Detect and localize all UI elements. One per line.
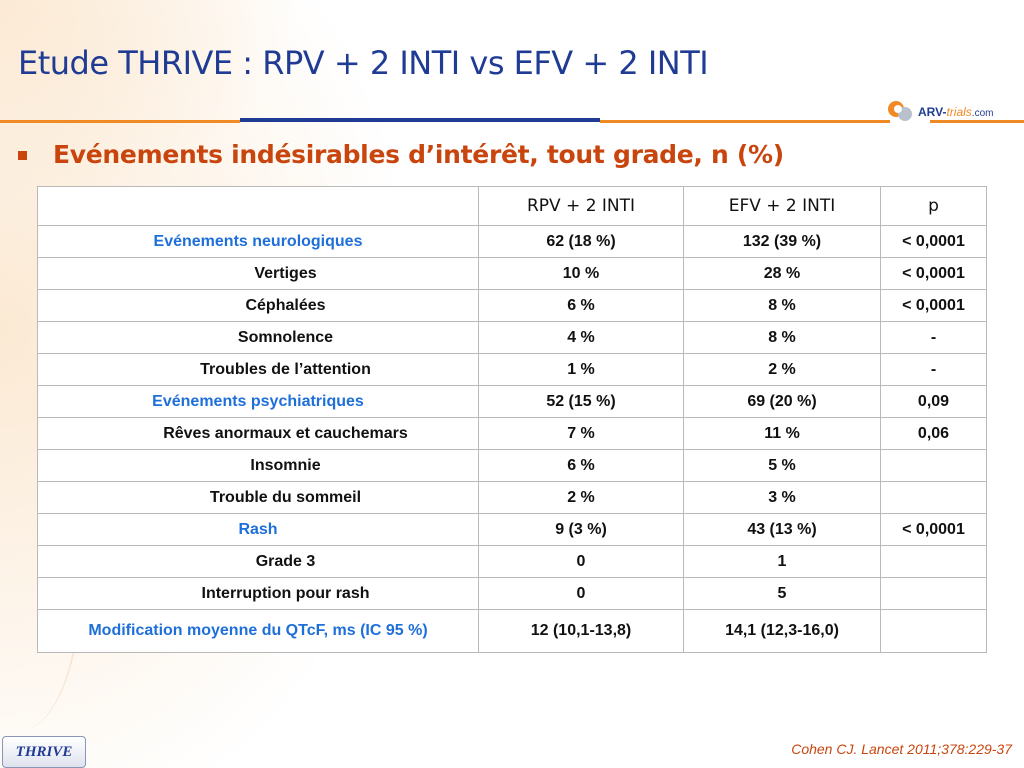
row-label: Rash [37, 513, 479, 546]
title-rule-tail [930, 120, 1024, 123]
logo-text: ARV-trials.com [918, 105, 994, 119]
slide-subtitle: Evénements indésirables d’intérêt, tout … [53, 140, 784, 169]
row-label: Rêves anormaux et cauchemars [37, 417, 479, 450]
table-row: Céphalées 6 % 8 % < 0,0001 [37, 289, 987, 322]
rpv-value: 10 % [478, 257, 684, 290]
rpv-value: 4 % [478, 321, 684, 354]
table-row: Rêves anormaux et cauchemars 7 % 11 % 0,… [37, 417, 987, 450]
title-rule-right [600, 120, 890, 123]
table-row: Trouble du sommeil 2 % 3 % [37, 481, 987, 514]
subtitle-row: Evénements indésirables d’intérêt, tout … [18, 140, 784, 169]
table-row: Modification moyenne du QTcF, ms (IC 95 … [37, 609, 987, 653]
p-value [880, 577, 987, 610]
row-label: Somnolence [37, 321, 479, 354]
p-value [880, 609, 987, 653]
efv-value: 5 [683, 577, 881, 610]
efv-value: 132 (39 %) [683, 225, 881, 258]
efv-value: 3 % [683, 481, 881, 514]
efv-value: 69 (20 %) [683, 385, 881, 418]
row-label: Trouble du sommeil [37, 481, 479, 514]
row-label: Interruption pour rash [37, 577, 479, 610]
rpv-value: 12 (10,1-13,8) [478, 609, 684, 653]
row-label: Evénements neurologiques [37, 225, 479, 258]
rpv-value: 9 (3 %) [478, 513, 684, 546]
efv-value: 1 [683, 545, 881, 578]
rpv-value: 2 % [478, 481, 684, 514]
adverse-events-table: RPV + 2 INTI EFV + 2 INTI p Evénements n… [37, 186, 987, 653]
p-value: < 0,0001 [880, 257, 987, 290]
efv-value: 8 % [683, 321, 881, 354]
table-row: Grade 3 0 1 [37, 545, 987, 578]
rpv-value: 1 % [478, 353, 684, 386]
table-row: Evénements neurologiques 62 (18 %) 132 (… [37, 225, 987, 258]
efv-value: 43 (13 %) [683, 513, 881, 546]
row-label: Insomnie [37, 449, 479, 482]
table-row: Somnolence 4 % 8 % - [37, 321, 987, 354]
rpv-value: 6 % [478, 289, 684, 322]
table-row: Evénements psychiatriques 52 (15 %) 69 (… [37, 385, 987, 418]
logo-bubbles-icon [886, 99, 918, 125]
table-row: Interruption pour rash 0 5 [37, 577, 987, 610]
p-value: < 0,0001 [880, 225, 987, 258]
rpv-value: 52 (15 %) [478, 385, 684, 418]
header-p: p [880, 186, 987, 226]
header-efv: EFV + 2 INTI [683, 186, 881, 226]
p-value: 0,06 [880, 417, 987, 450]
efv-value: 11 % [683, 417, 881, 450]
efv-value: 5 % [683, 449, 881, 482]
title-rule-left [0, 120, 240, 123]
citation: Cohen CJ. Lancet 2011;378:229-37 [791, 741, 1012, 757]
p-value: < 0,0001 [880, 289, 987, 322]
square-bullet-icon [18, 151, 27, 160]
table-row: Troubles de l’attention 1 % 2 % - [37, 353, 987, 386]
p-value [880, 449, 987, 482]
title-rule-center [240, 118, 600, 122]
rpv-value: 0 [478, 545, 684, 578]
p-value: - [880, 353, 987, 386]
rpv-value: 62 (18 %) [478, 225, 684, 258]
slide-title: Etude THRIVE : RPV + 2 INTI vs EFV + 2 I… [18, 44, 709, 82]
arv-trials-logo: ARV-trials.com [886, 98, 1016, 126]
header-rpv: RPV + 2 INTI [478, 186, 684, 226]
p-value [880, 481, 987, 514]
table-header-row: RPV + 2 INTI EFV + 2 INTI p [37, 186, 987, 226]
row-label: Troubles de l’attention [37, 353, 479, 386]
table-row: Vertiges 10 % 28 % < 0,0001 [37, 257, 987, 290]
rpv-value: 0 [478, 577, 684, 610]
row-label: Evénements psychiatriques [37, 385, 479, 418]
rpv-value: 7 % [478, 417, 684, 450]
row-label: Vertiges [37, 257, 479, 290]
efv-value: 8 % [683, 289, 881, 322]
table-row: Insomnie 6 % 5 % [37, 449, 987, 482]
p-value: < 0,0001 [880, 513, 987, 546]
thrive-badge: THRIVE [2, 736, 86, 768]
p-value: 0,09 [880, 385, 987, 418]
efv-value: 14,1 (12,3-16,0) [683, 609, 881, 653]
row-label: Céphalées [37, 289, 479, 322]
header-blank [37, 186, 479, 226]
row-label: Modification moyenne du QTcF, ms (IC 95 … [37, 609, 479, 653]
table-row: Rash 9 (3 %) 43 (13 %) < 0,0001 [37, 513, 987, 546]
efv-value: 28 % [683, 257, 881, 290]
p-value [880, 545, 987, 578]
rpv-value: 6 % [478, 449, 684, 482]
p-value: - [880, 321, 987, 354]
efv-value: 2 % [683, 353, 881, 386]
row-label: Grade 3 [37, 545, 479, 578]
